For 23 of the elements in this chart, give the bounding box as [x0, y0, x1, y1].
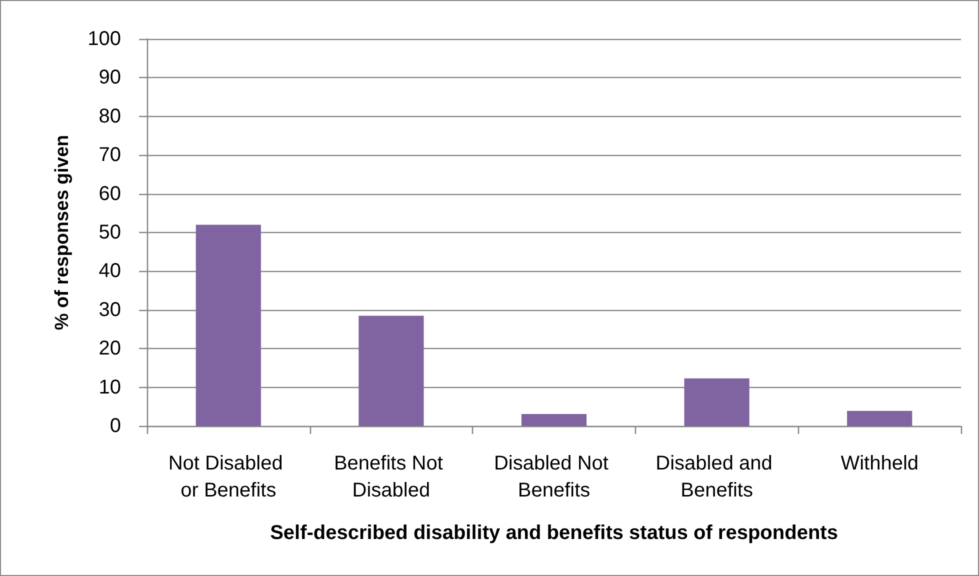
- x-tick-label: Disabled and Benefits: [656, 452, 778, 502]
- x-tick-label: Disabled Not Benefits: [494, 452, 614, 502]
- bar: [847, 410, 912, 426]
- y-tick-label: 50: [98, 222, 121, 244]
- y-tick-label: 20: [98, 338, 121, 360]
- y-tick-label: 90: [98, 66, 121, 89]
- x-axis-title: Self-described disability and benefits status of respondents: [270, 522, 838, 544]
- y-axis-title: % of responses given: [52, 134, 73, 330]
- y-tick-label: 40: [98, 260, 121, 282]
- x-tick-label: Withheld: [840, 452, 919, 474]
- y-tick-label: 70: [98, 144, 121, 166]
- bar: [358, 316, 424, 426]
- x-tick-label: Benefits Not Disabled: [334, 452, 448, 502]
- y-tick-label: 30: [98, 298, 121, 321]
- bar: [521, 414, 587, 426]
- y-tick-label: 0: [110, 415, 121, 437]
- y-tick-label: 80: [98, 105, 121, 128]
- y-tick-label: 60: [98, 182, 121, 205]
- x-tick-label: Not Disabled or Benefits: [168, 452, 288, 502]
- bar: [684, 378, 750, 426]
- y-tick-label: 10: [98, 376, 121, 398]
- bar: [196, 224, 261, 426]
- y-tick-label: 100: [88, 28, 121, 50]
